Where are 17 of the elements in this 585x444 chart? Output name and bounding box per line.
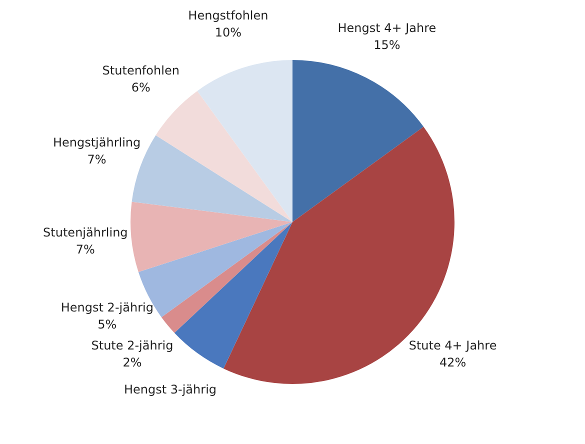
data-label: 15% (374, 38, 400, 52)
slice-label: Hengst 2-jährig (60, 300, 154, 315)
slice-label: Hengst 3-jährig (124, 382, 217, 396)
slice-label: Stutenfohlen (102, 64, 180, 78)
data-label: 42% (439, 356, 466, 370)
data-label: 5% (98, 318, 117, 332)
data-label: 10% (214, 25, 242, 40)
slice-label: Stute 4+ Jahre (408, 338, 497, 353)
slice-label: Stutenjährling (43, 226, 128, 240)
slice-label: Stute 2-jährig (91, 338, 174, 353)
slice-label: Hengst 4+ Jahre (338, 20, 436, 35)
data-label: 6% (131, 80, 150, 95)
data-label: 7% (76, 242, 95, 257)
slice-label: Hengstfohlen (188, 8, 268, 22)
data-label: 2% (122, 356, 142, 370)
slice-label: Hengstjährling (52, 136, 141, 150)
data-label: 7% (87, 152, 106, 167)
